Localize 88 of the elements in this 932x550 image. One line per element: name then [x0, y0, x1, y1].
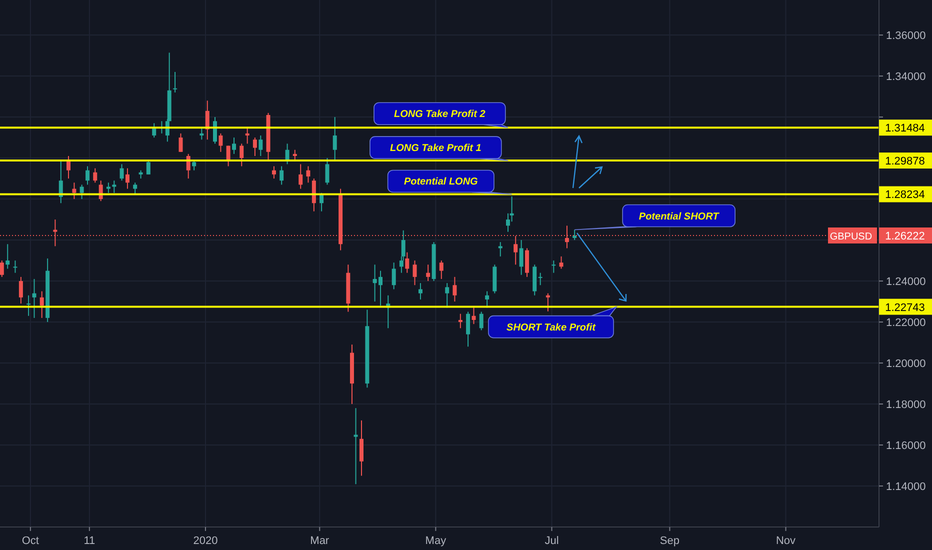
candlestick: [86, 166, 90, 186]
y-tick-label: 1.24000: [886, 276, 926, 288]
candlestick: [359, 420, 364, 476]
ref-line-label: 1.28234: [885, 189, 925, 202]
candlestick: [332, 116, 337, 161]
candlestick: [298, 164, 303, 190]
candlestick: [72, 182, 76, 200]
candlestick: [458, 313, 462, 329]
candlestick: [325, 158, 330, 186]
candlestick: [306, 166, 310, 184]
annotation: LONG Take Profit 1: [390, 143, 482, 154]
candlestick: [146, 160, 150, 175]
candlestick: [80, 184, 84, 200]
y-tick-label: 1.14000: [886, 481, 926, 494]
candlestick: [112, 180, 116, 194]
x-tick-label: Oct: [22, 535, 40, 547]
y-tick-label: 1.22000: [886, 317, 926, 330]
candlestick: [0, 260, 4, 278]
x-tick-label: Mar: [310, 535, 330, 547]
candlestick: [120, 164, 124, 182]
candlestick: [552, 260, 556, 274]
y-tick-label: 1.34000: [886, 71, 926, 84]
candlestick: [426, 264, 430, 282]
candlestick: [312, 178, 316, 212]
candlestick: [133, 182, 138, 196]
candlestick: [546, 292, 550, 312]
candlestick: [18, 276, 23, 304]
candlestick: [418, 282, 422, 300]
x-tick-label: 11: [84, 535, 96, 547]
text: GBPUSD 1.26222: [830, 230, 925, 242]
candlestick: [258, 134, 263, 156]
candlestick: [519, 240, 524, 276]
candlestick: [485, 290, 490, 308]
x-tick-label: Nov: [776, 535, 796, 547]
annotation: Potential SHORT: [638, 211, 720, 222]
candlestick: [514, 235, 518, 266]
candlestick: [212, 116, 217, 144]
candlestick: [240, 143, 244, 167]
candlestick: [192, 160, 196, 171]
x-tick-label: Sep: [660, 535, 680, 547]
candlestick: [285, 143, 290, 165]
candlestick: [173, 71, 178, 93]
candlestick: [439, 260, 444, 280]
candlestick: [40, 290, 44, 318]
candlestick: [354, 408, 358, 485]
candlestick: [498, 242, 502, 257]
y-tick-label: 1.16000: [886, 440, 926, 452]
y-tick-label: 1.36000: [886, 30, 926, 42]
candlestick: [93, 168, 98, 184]
candlestick: [479, 311, 484, 331]
candlestick: [106, 182, 110, 194]
ref-line-label: 1.22743: [885, 302, 925, 314]
x-tick-label: 2020: [193, 535, 218, 547]
candlestick: [559, 256, 564, 270]
y-tick-label: 1.20000: [886, 358, 926, 370]
ref-line-label: 1.29878: [885, 156, 925, 168]
candlestick: [125, 168, 130, 190]
candlestick: [572, 229, 577, 241]
annotation: SHORT Take Profit: [506, 322, 596, 334]
candlestick: [472, 307, 476, 325]
candlestick: [445, 282, 450, 308]
x-tick-label: Jul: [544, 535, 559, 547]
candlestick: [405, 252, 410, 274]
annotation: LONG Take Profit 2: [394, 109, 486, 120]
candlestick: [32, 278, 36, 318]
x-tick-label: May: [425, 535, 447, 547]
candlestick: [292, 149, 297, 161]
annotation: Potential LONG: [404, 176, 478, 188]
candlestick: [178, 132, 183, 152]
candlestick: [452, 276, 457, 302]
candlestick: [466, 311, 470, 348]
candlestick: [272, 166, 276, 180]
candlestick: [538, 272, 542, 286]
candlestick: [26, 294, 31, 316]
candlestick: [226, 145, 230, 167]
candlestick: [218, 132, 223, 152]
y-tick-label: 1.18000: [886, 399, 926, 412]
candlestick: [6, 244, 10, 270]
candlestick: [13, 260, 18, 274]
candlestick: [280, 166, 284, 186]
ref-line-label: 1.31484: [885, 122, 925, 135]
candlestick: [412, 260, 417, 286]
candlestick: [392, 262, 396, 290]
candlestick: [232, 137, 236, 154]
candlestick: [525, 248, 530, 278]
candlestick: [252, 137, 257, 156]
candlestick: [245, 126, 250, 144]
candlestick: [200, 126, 204, 140]
